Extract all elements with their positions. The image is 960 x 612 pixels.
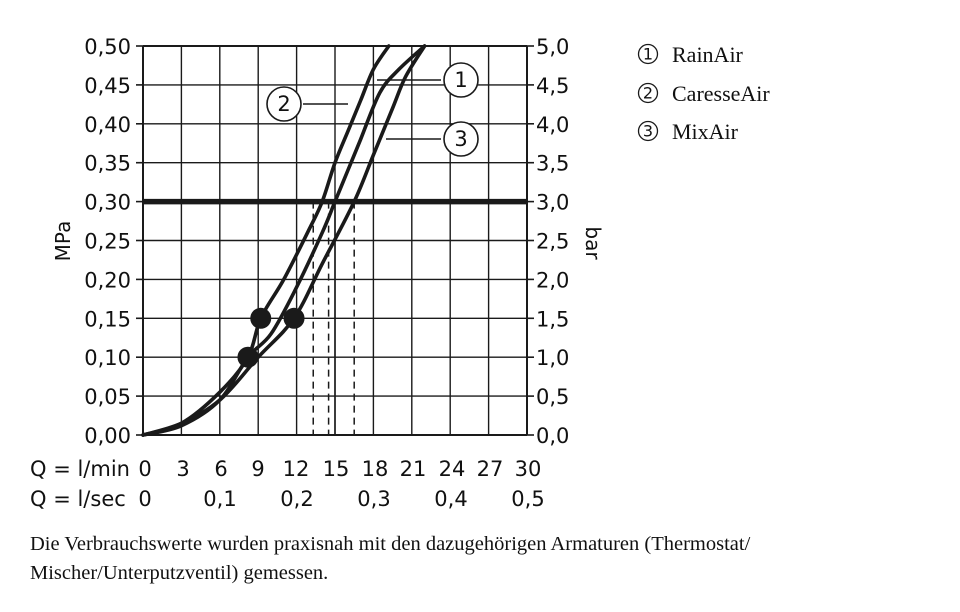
x-tick-label-lmin: 30 (515, 457, 542, 481)
left-tick-label: 0,15 (84, 307, 131, 331)
legend-number-2: 2 (643, 84, 653, 103)
x-tick-label-lmin: 12 (283, 457, 310, 481)
right-tick-label: 1,0 (536, 346, 569, 370)
right-tick-label: 1,5 (536, 307, 569, 331)
left-tick-label: 0,45 (84, 74, 131, 98)
x-tick-label-lmin: 3 (176, 457, 189, 481)
series-line-caresseair (141, 44, 391, 437)
left-tick-label: 0,00 (84, 424, 131, 448)
left-tick-label: 0,10 (84, 346, 131, 370)
series-curves (141, 44, 427, 437)
tick-labels: 0,000,050,100,150,200,250,300,350,400,45… (84, 35, 569, 511)
x-tick-label-lsec: 0,1 (203, 487, 236, 511)
callout-circle-3 (443, 121, 479, 157)
right-axis-label: bar (581, 226, 605, 260)
x-tick-label-lmin: 0 (138, 457, 151, 481)
series-line-mixair (141, 44, 427, 437)
legend-number-3: 3 (643, 122, 653, 141)
x-tick-label-lmin: 6 (214, 457, 227, 481)
legend: 1 RainAir 2 CaresseAir 3 MixAir (637, 42, 770, 144)
right-tick-label: 3,5 (536, 152, 569, 176)
right-tick-label: 0,0 (536, 424, 569, 448)
caption: Die Verbrauchswerte wurden praxisnah mit… (30, 533, 751, 584)
legend-number-1: 1 (643, 45, 653, 64)
legend-label-mixair: MixAir (672, 119, 739, 144)
point-marker (237, 346, 259, 368)
left-tick-label: 0,35 (84, 152, 131, 176)
x-tick-label-lmin: 9 (251, 457, 264, 481)
callout-circle-2 (266, 86, 302, 122)
x-axis-label-lsec: Q = l/sec (30, 487, 126, 511)
x-axis-label-lmin: Q = l/min (30, 457, 130, 481)
left-tick-label: 0,50 (84, 35, 131, 59)
left-tick-label: 0,30 (84, 191, 131, 215)
x-tick-label-lmin: 21 (400, 457, 427, 481)
legend-marker-3 (637, 120, 659, 142)
left-tick-label: 0,40 (84, 113, 131, 137)
right-tick-label: 3,0 (536, 191, 569, 215)
callout-number-3: 3 (454, 127, 467, 151)
point-markers (237, 307, 305, 368)
curve-callouts: 1 2 3 (266, 62, 479, 157)
legend-marker-2 (637, 82, 659, 104)
right-tick-label: 0,5 (536, 385, 569, 409)
callout-circle-1 (443, 62, 479, 98)
x-tick-label-lsec: 0,3 (357, 487, 390, 511)
callout-number-1: 1 (454, 68, 467, 92)
x-tick-label-lsec: 0,2 (280, 487, 313, 511)
right-tick-label: 4,0 (536, 113, 569, 137)
x-tick-label-lsec: 0,4 (434, 487, 467, 511)
left-axis-label: MPa (51, 221, 75, 262)
x-tick-label-lmin: 15 (323, 457, 350, 481)
callout-number-2: 2 (277, 92, 290, 116)
right-tick-label: 2,5 (536, 230, 569, 254)
left-tick-label: 0,05 (84, 385, 131, 409)
legend-marker-1 (637, 43, 659, 65)
x-tick-label-lmin: 27 (477, 457, 504, 481)
right-tick-label: 5,0 (536, 35, 569, 59)
right-tick-label: 4,5 (536, 74, 569, 98)
x-tick-label-lsec: 0,5 (511, 487, 544, 511)
legend-label-caresseair: CaresseAir (672, 81, 770, 106)
x-tick-label-lsec: 0 (138, 487, 151, 511)
point-marker (283, 307, 305, 329)
point-marker (250, 307, 272, 329)
left-tick-label: 0,25 (84, 230, 131, 254)
right-tick-label: 2,0 (536, 268, 569, 292)
left-tick-label: 0,20 (84, 268, 131, 292)
legend-label-rainair: RainAir (672, 42, 744, 67)
x-tick-label-lmin: 24 (439, 457, 466, 481)
x-tick-label-lmin: 18 (362, 457, 389, 481)
